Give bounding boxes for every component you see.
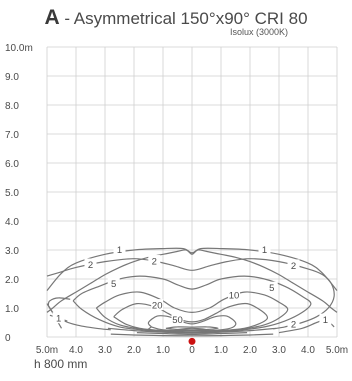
chart-title-text: - Asymmetrical 150°x90° CRI 80: [59, 9, 308, 28]
y-tick-label: 2.0: [5, 275, 19, 286]
contours: 1 1 2 2 2 2 5 5 10 20 50 1 1: [46, 243, 338, 337]
grid: [46, 46, 338, 338]
contour-label-bg: [171, 313, 184, 325]
contour-label: 10: [229, 290, 240, 301]
y-tick-label: 4.0: [5, 217, 19, 228]
x-tick-label: 4.0: [301, 345, 315, 356]
x-tick-label: 1.0: [156, 345, 170, 356]
contour-label-bg: [258, 243, 271, 255]
x-tick-label: 1.0: [214, 345, 228, 356]
y-tick-label: 1.0: [5, 304, 19, 315]
x-tick-label: 0: [189, 345, 195, 356]
mount-height-label: h 800 mm: [34, 357, 88, 371]
x-tick-label: 5.0m: [36, 345, 58, 356]
contour-line-1: [46, 247, 338, 291]
chart-subtitle: Isolux (3000K): [230, 27, 289, 37]
contour-label-bg: [319, 313, 332, 325]
contour-line-inner: [107, 327, 277, 334]
contour-label-bg: [228, 288, 241, 300]
contour-label: 1: [117, 245, 122, 256]
contour-label: 2: [291, 319, 296, 330]
contour-label: 5: [269, 283, 274, 294]
contour-label: 1: [323, 315, 328, 326]
contour-label: 2: [291, 261, 296, 272]
contour-label: 50: [172, 315, 183, 326]
axis-labels: 5.0m 4.0 3.0 2.0 1.0 0 1.0 2.0 3.0 4.0 5.0m 0 1.0 2.0…: [5, 43, 348, 356]
contour-label-bg: [265, 281, 278, 293]
contour-label-bg: [287, 259, 300, 271]
y-tick-label: 0: [5, 333, 11, 344]
contour-line-inner: [145, 326, 152, 332]
y-tick-label: 9.0: [5, 72, 19, 83]
y-tick-label: 3.0: [5, 246, 19, 257]
contour-label-bg: [107, 277, 120, 289]
contour-line-5: [72, 275, 312, 334]
x-tick-label: 3.0: [272, 345, 286, 356]
contour-line-50: [147, 315, 237, 332]
contour-label: 1: [262, 245, 267, 256]
y-tick-label: 8.0: [5, 101, 19, 112]
x-tick-label: 2.0: [243, 345, 257, 356]
y-tick-label: 10.0m: [5, 43, 33, 54]
marker: [188, 337, 196, 345]
chart-title-letter: A: [44, 6, 60, 29]
y-tick-label: 5.0: [5, 188, 19, 199]
contour-line-inner: [47, 297, 71, 329]
contour-label: 2: [88, 260, 93, 271]
contour-label: 2: [152, 257, 157, 268]
contour-label-bg: [287, 317, 300, 329]
x-tick-label: 3.0: [98, 345, 112, 356]
contour-label-bg: [113, 243, 126, 255]
contour-label-bg: [52, 312, 65, 324]
contour-line-inner: [136, 332, 248, 335]
y-tick-label: 6.0: [5, 159, 19, 170]
x-tick-label: 4.0: [69, 345, 83, 356]
contour-label-bg: [151, 299, 164, 311]
contour-line-1: [46, 249, 338, 313]
luminaire-position-marker: [188, 337, 196, 345]
contour-label: 20: [152, 301, 163, 312]
y-tick-label: 7.0: [5, 130, 19, 141]
chart-title: A - Asymmetrical 150°x90° CRI 80: [0, 6, 352, 30]
contour-line-inner: [110, 333, 274, 337]
x-tick-label: 2.0: [127, 345, 141, 356]
contour-line-inner: [177, 327, 208, 331]
contour-label: 1: [56, 314, 61, 325]
contour-label-bg: [84, 258, 97, 270]
contour-label: 5: [111, 279, 116, 290]
x-tick-label: 5.0m: [326, 345, 348, 356]
contour-label-bg: [148, 255, 161, 267]
